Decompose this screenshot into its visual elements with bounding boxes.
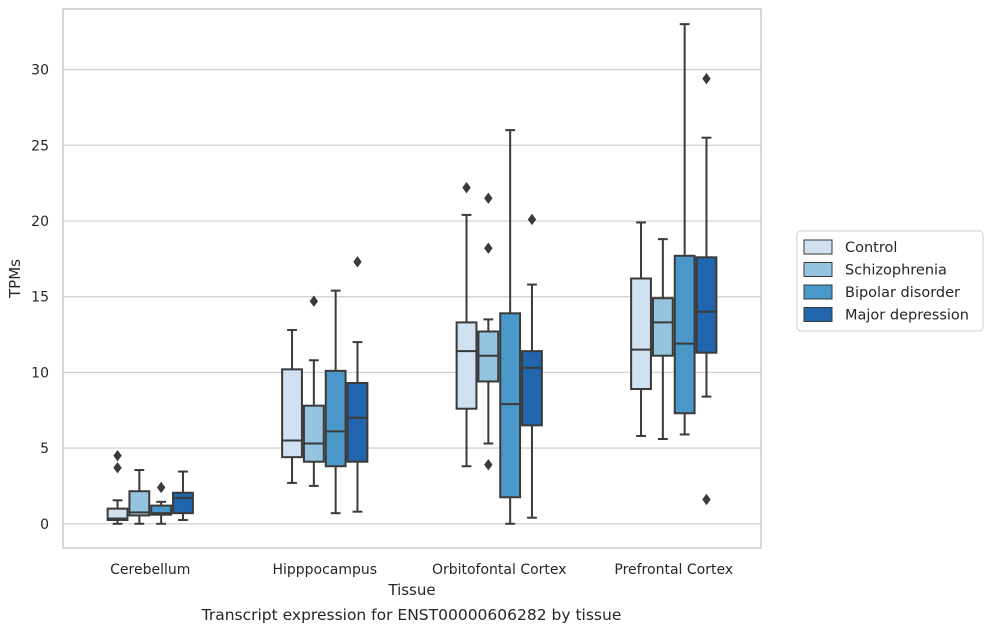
box-iqr xyxy=(150,504,173,516)
outlier-point xyxy=(309,295,319,307)
outlier-point xyxy=(156,481,166,494)
x-tick-label: Cerebellum xyxy=(110,562,190,578)
x-axis-title: Tissue xyxy=(387,581,435,599)
box-iqr xyxy=(346,381,369,463)
box xyxy=(150,481,173,525)
box-iqr xyxy=(673,254,696,415)
x-tick-label: Hipppocampus xyxy=(272,562,377,578)
box-iqr xyxy=(499,312,522,499)
legend-label: Major depression xyxy=(845,308,969,324)
box xyxy=(499,129,522,525)
outlier-point xyxy=(353,256,362,268)
outlier-point xyxy=(702,72,711,85)
y-tick-label: 25 xyxy=(31,138,49,154)
axis-ticks: 0 5 10 15 20 25 30 Cerebellum Hipppocampus Orbito… xyxy=(31,63,733,578)
box-iqr xyxy=(651,297,674,357)
legend-swatch xyxy=(803,284,833,300)
legend-frame xyxy=(796,230,984,332)
legend-label: Control xyxy=(845,240,897,256)
box xyxy=(630,221,652,437)
outlier-point xyxy=(462,181,471,194)
box xyxy=(477,192,500,471)
legend-swatch xyxy=(803,307,833,322)
box xyxy=(651,238,674,440)
box xyxy=(172,470,194,521)
y-axis-title: TPMs xyxy=(6,259,24,299)
y-tick-label: 15 xyxy=(31,290,49,306)
y-tick-label: 0 xyxy=(40,517,49,533)
box-iqr xyxy=(302,404,325,463)
box xyxy=(128,469,151,525)
box xyxy=(455,181,478,468)
figure-caption: Transcript expression for ENST0000060628… xyxy=(201,606,622,624)
box-iqr xyxy=(281,368,303,459)
y-tick-label: 5 xyxy=(40,441,49,457)
box-iqr xyxy=(106,507,129,521)
box xyxy=(281,328,303,484)
box xyxy=(106,449,129,525)
legend-label: Bipolar disorder xyxy=(845,285,960,301)
box-iqr xyxy=(172,491,194,515)
box-iqr xyxy=(455,321,478,410)
box-iqr xyxy=(695,256,718,354)
box-iqr xyxy=(521,350,543,427)
box xyxy=(324,289,347,515)
box xyxy=(673,23,696,436)
outlier-point xyxy=(527,213,537,226)
y-tick-label: 10 xyxy=(31,365,49,381)
outlier-point xyxy=(113,462,122,474)
box xyxy=(302,295,325,487)
plot-frame xyxy=(62,8,762,549)
box xyxy=(695,72,718,506)
y-tick-label: 30 xyxy=(31,63,49,79)
legend-swatch xyxy=(803,239,833,255)
box xyxy=(521,213,543,519)
outlier-point xyxy=(113,449,122,462)
y-tick-label: 20 xyxy=(31,214,49,230)
legend: Control Schizophrenia Bipolar disorder Majo… xyxy=(796,230,984,332)
x-tick-label: Prefrontal Cortex xyxy=(614,562,733,578)
x-tick-label: Orbitofontal Cortex xyxy=(432,562,567,578)
gridlines xyxy=(63,68,761,525)
legend-label: Schizophrenia xyxy=(845,263,947,279)
outlier-point xyxy=(484,459,493,471)
box xyxy=(346,256,369,513)
box-iqr xyxy=(630,277,652,391)
box-series xyxy=(106,23,718,525)
legend-swatch xyxy=(803,262,833,277)
outlier-point xyxy=(702,493,711,506)
box-iqr xyxy=(128,490,151,517)
outlier-point xyxy=(484,192,493,204)
outlier-point xyxy=(484,242,493,254)
box-iqr xyxy=(324,369,347,468)
